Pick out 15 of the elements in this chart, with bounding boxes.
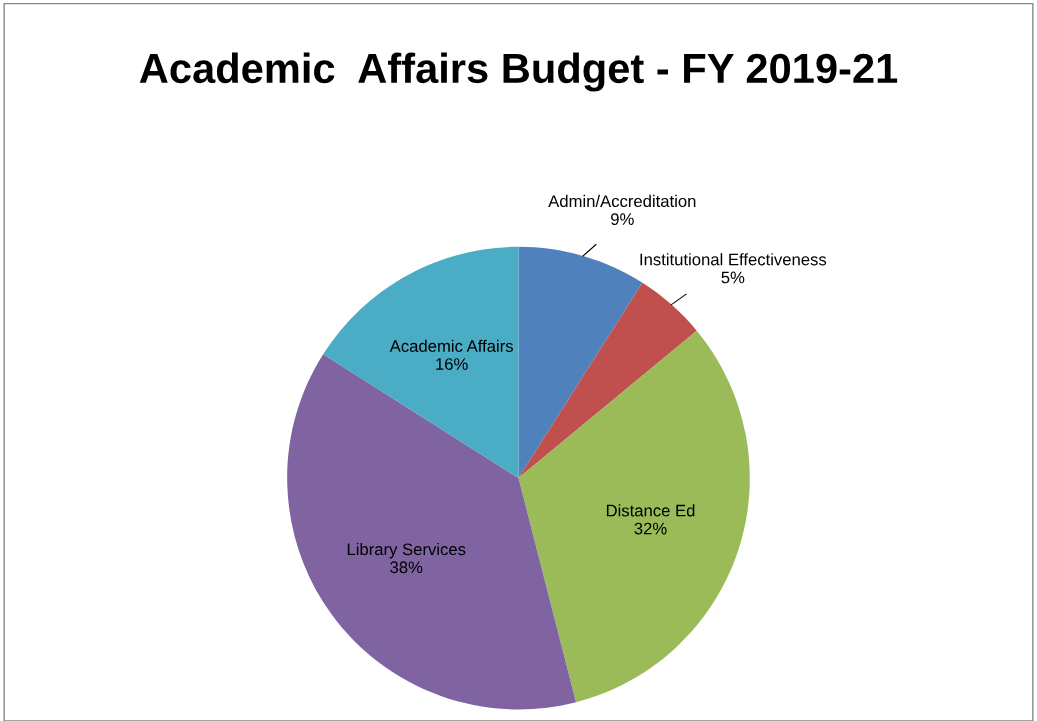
data-label: 38% (390, 561, 423, 574)
slice-label: Admin/Accreditation (548, 194, 696, 208)
chart-title: Academic Affairs Budget - FY 2019-21 (139, 52, 898, 92)
data-label: 9% (611, 213, 634, 225)
pie-slice (518, 282, 697, 479)
pie-slice (323, 246, 519, 479)
slice-label: Academic Affairs (389, 339, 513, 352)
pie-slice (287, 354, 577, 710)
slice-label: Distance Ed (606, 504, 695, 517)
data-label: 5% (721, 271, 745, 284)
slice-label: Institutional Effectiveness (640, 253, 827, 266)
data-label: 16% (436, 358, 468, 370)
slice-label: Library Services (347, 542, 466, 559)
data-label: 32% (634, 522, 667, 535)
pie-slice (518, 330, 750, 703)
